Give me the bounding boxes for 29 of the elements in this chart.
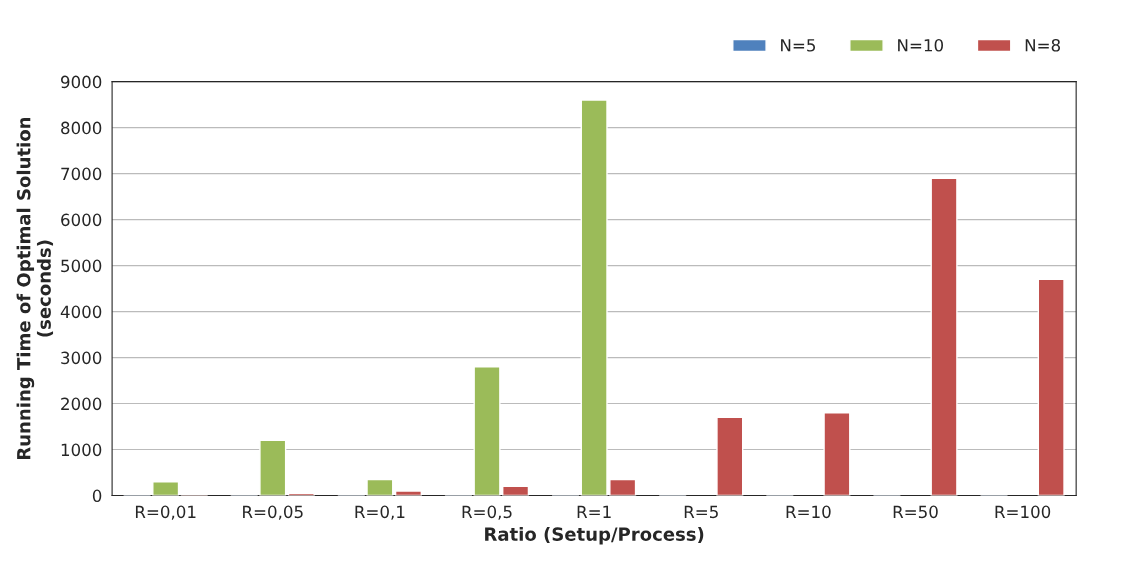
x-tick-label: R=0,05 bbox=[243, 505, 303, 520]
x-tick-label: R=0,5 bbox=[462, 505, 512, 520]
legend-label: N=10 bbox=[898, 38, 944, 52]
bar bbox=[716, 416, 744, 496]
y-tick-label: 8000 bbox=[61, 121, 102, 135]
y-tick-label: 7000 bbox=[61, 167, 102, 181]
y-tick-label: 3000 bbox=[61, 351, 102, 365]
x-tick-label: R=0,1 bbox=[355, 505, 405, 520]
legend-label: N=8 bbox=[1025, 38, 1061, 52]
y-tick-label: 4000 bbox=[60, 305, 102, 319]
x-tick-label: R=10 bbox=[786, 505, 831, 519]
bar bbox=[823, 412, 851, 496]
y-tick-label: 5000 bbox=[61, 259, 102, 273]
x-axis-title: Ratio (Setup/Process) bbox=[485, 526, 704, 545]
y-tick-label: 1000 bbox=[61, 443, 102, 457]
y-tick-label: 6000 bbox=[61, 213, 102, 227]
x-tick-label: R=1 bbox=[577, 505, 611, 518]
bar bbox=[1037, 278, 1065, 496]
legend-label: N=5 bbox=[781, 39, 816, 52]
y-axis-title: Running Time of Optimal Solution (seconds) bbox=[16, 117, 54, 460]
bar bbox=[930, 177, 958, 496]
y-tick-label: 0 bbox=[92, 489, 102, 503]
x-tick-label: R=0,01 bbox=[135, 505, 196, 520]
x-tick-label: R=50 bbox=[893, 505, 938, 519]
bar bbox=[394, 490, 423, 496]
x-tick-label: R=5 bbox=[684, 505, 718, 519]
x-tick-label: R=100 bbox=[995, 505, 1051, 519]
y-tick-label: 9000 bbox=[61, 75, 102, 89]
y-tick-label: 2000 bbox=[61, 397, 102, 411]
